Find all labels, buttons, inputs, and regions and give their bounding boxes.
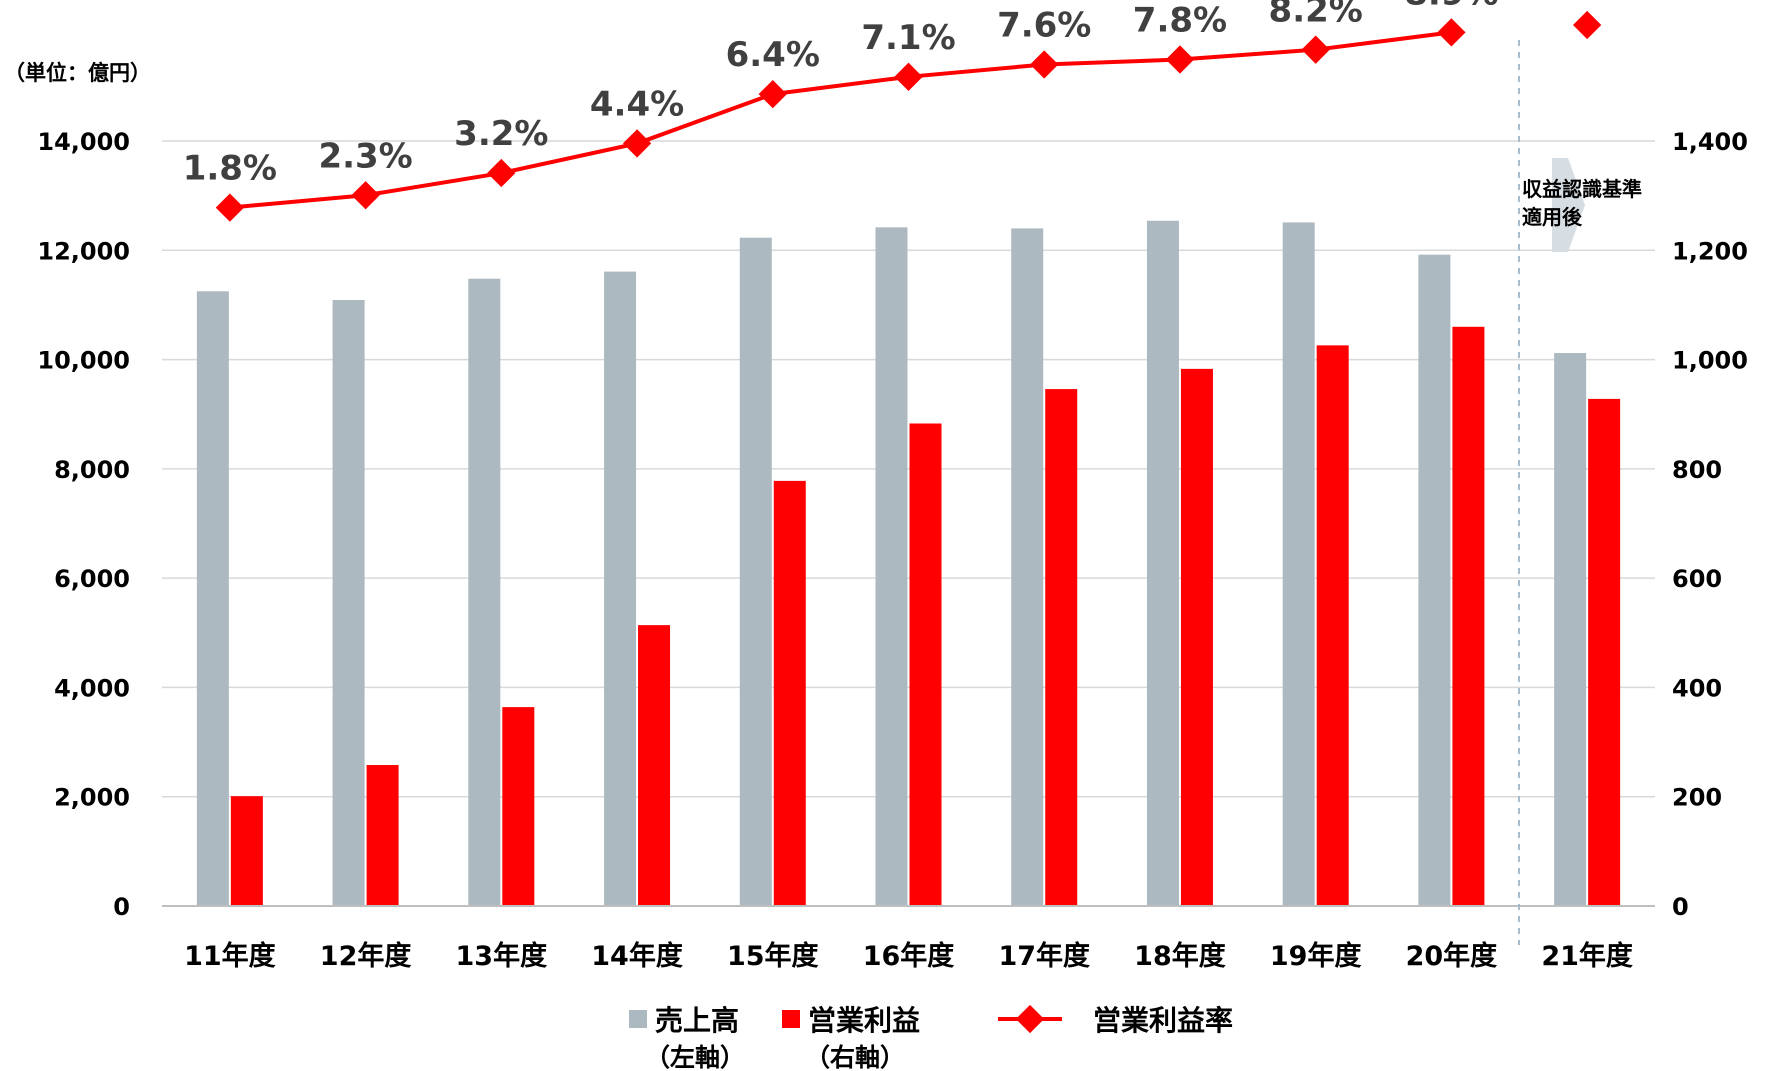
profit-bar — [909, 423, 942, 906]
right-axis-tick-label: 800 — [1672, 456, 1722, 484]
profit-bar — [1180, 368, 1213, 906]
left-axis-tick-label: 12,000 — [37, 237, 130, 265]
category-label: 19年度 — [1270, 940, 1362, 972]
rate-data-label: 4.4% — [590, 84, 684, 124]
sales-bar — [739, 237, 772, 907]
rate-data-label: 8.9% — [1404, 0, 1498, 13]
left-axis-tick-label: 10,000 — [37, 347, 130, 375]
rate-data-label: 7.6% — [997, 5, 1091, 45]
rate-data-label: 3.2% — [454, 114, 548, 154]
category-label: 18年度 — [1134, 940, 1226, 972]
right-axis-tick-label: 200 — [1672, 784, 1722, 812]
category-label: 16年度 — [863, 940, 955, 972]
legend-swatch-profit — [782, 1010, 800, 1028]
sales-bar — [332, 300, 365, 906]
rate-data-label: 7.8% — [1133, 1, 1227, 41]
profit-bar — [1452, 326, 1485, 906]
left-axis-tick-label: 4,000 — [54, 674, 130, 702]
rate-marker — [351, 181, 380, 210]
profit-bar — [502, 707, 535, 906]
sales-bar — [875, 227, 908, 907]
legend-label-sales: 売上高 — [655, 1004, 739, 1037]
legend-marker-rate — [1015, 1004, 1045, 1034]
rate-data-label: 6.4% — [726, 35, 820, 75]
left-axis-tick-label: 8,000 — [54, 456, 130, 484]
sales-bar — [1418, 254, 1451, 906]
profit-bar — [366, 765, 399, 906]
left-axis-tick-label: 14,000 — [37, 128, 130, 156]
category-label: 21年度 — [1541, 940, 1633, 972]
profit-bar — [230, 796, 263, 906]
rate-marker — [894, 62, 923, 91]
rate-marker — [622, 129, 652, 158]
right-axis-tick-label: 0 — [1672, 893, 1689, 921]
legend-note-profit: （右軸） — [805, 1043, 905, 1071]
rate-marker — [215, 193, 245, 222]
sales-bar — [196, 291, 229, 907]
legend-label-profit: 営業利益 — [808, 1004, 920, 1037]
category-label: 13年度 — [456, 940, 548, 972]
profit-bar — [773, 480, 806, 906]
sales-bar — [1554, 353, 1587, 906]
annotation-line1: 収益認識基準 — [1522, 177, 1642, 201]
rate-marker — [1165, 45, 1195, 74]
rate-data-label: 7.1% — [861, 18, 955, 58]
sales-bar — [1011, 228, 1044, 906]
rate-data-label: 2.3% — [318, 136, 412, 176]
rate-marker — [1437, 18, 1466, 47]
rate-data-label: 8.2% — [1269, 0, 1363, 31]
right-axis-tick-label: 400 — [1672, 674, 1722, 702]
category-label: 14年度 — [591, 940, 683, 972]
sales-bar — [604, 271, 637, 906]
category-label: 17年度 — [998, 940, 1090, 972]
unit-label: （単位：億円） — [4, 61, 151, 85]
sales-bar — [1146, 220, 1179, 906]
category-label: 12年度 — [320, 940, 412, 972]
rate-marker — [487, 158, 516, 188]
sales-bar — [1282, 222, 1315, 907]
right-axis-tick-label: 1,200 — [1672, 237, 1748, 265]
legend: 売上高 （左軸） 営業利益 （右軸） 営業利益率 — [629, 1004, 1233, 1071]
profit-bar — [1316, 345, 1349, 907]
rate-marker — [1572, 10, 1602, 40]
bars — [196, 220, 1621, 907]
sales-bar — [468, 278, 501, 906]
rate-data-label: 9.2% — [1540, 0, 1634, 6]
rate-marker — [1301, 35, 1330, 64]
gridlines — [162, 140, 1655, 798]
category-label: 15年度 — [727, 940, 819, 972]
annotation-line2: 適用後 — [1522, 205, 1583, 229]
rate-marker — [1030, 50, 1059, 79]
rate-marker — [758, 79, 787, 109]
right-axis-tick-label: 1,000 — [1672, 347, 1748, 375]
category-label: 11年度 — [184, 940, 276, 972]
axes: 0 2,000 4,000 6,000 8,000 10,000 12,000 14,000 0… — [37, 128, 1748, 972]
profit-bar — [1588, 398, 1621, 906]
left-axis-tick-label: 0 — [113, 893, 130, 921]
legend-note-sales: （左軸） — [645, 1043, 745, 1071]
right-axis-tick-label: 1,400 — [1672, 128, 1748, 156]
category-label: 20年度 — [1406, 940, 1498, 972]
rate-line-group: 1.8% 2.3% 3.2% 4.4% 6.4% 7.1% 7.6% 7.8% 8.2% 8.9%… — [183, 0, 1634, 222]
legend-label-rate: 営業利益率 — [1093, 1004, 1233, 1037]
right-axis-tick-label: 600 — [1672, 565, 1722, 593]
left-axis-tick-label: 2,000 — [54, 784, 130, 812]
left-axis-tick-label: 6,000 — [54, 565, 130, 593]
rate-data-label: 1.8% — [183, 149, 277, 189]
profit-bar — [638, 625, 671, 906]
profit-bar — [1045, 389, 1078, 906]
legend-swatch-sales — [629, 1010, 647, 1028]
rate-line — [229, 30, 1452, 210]
annotation-arrow — [1552, 158, 1585, 252]
